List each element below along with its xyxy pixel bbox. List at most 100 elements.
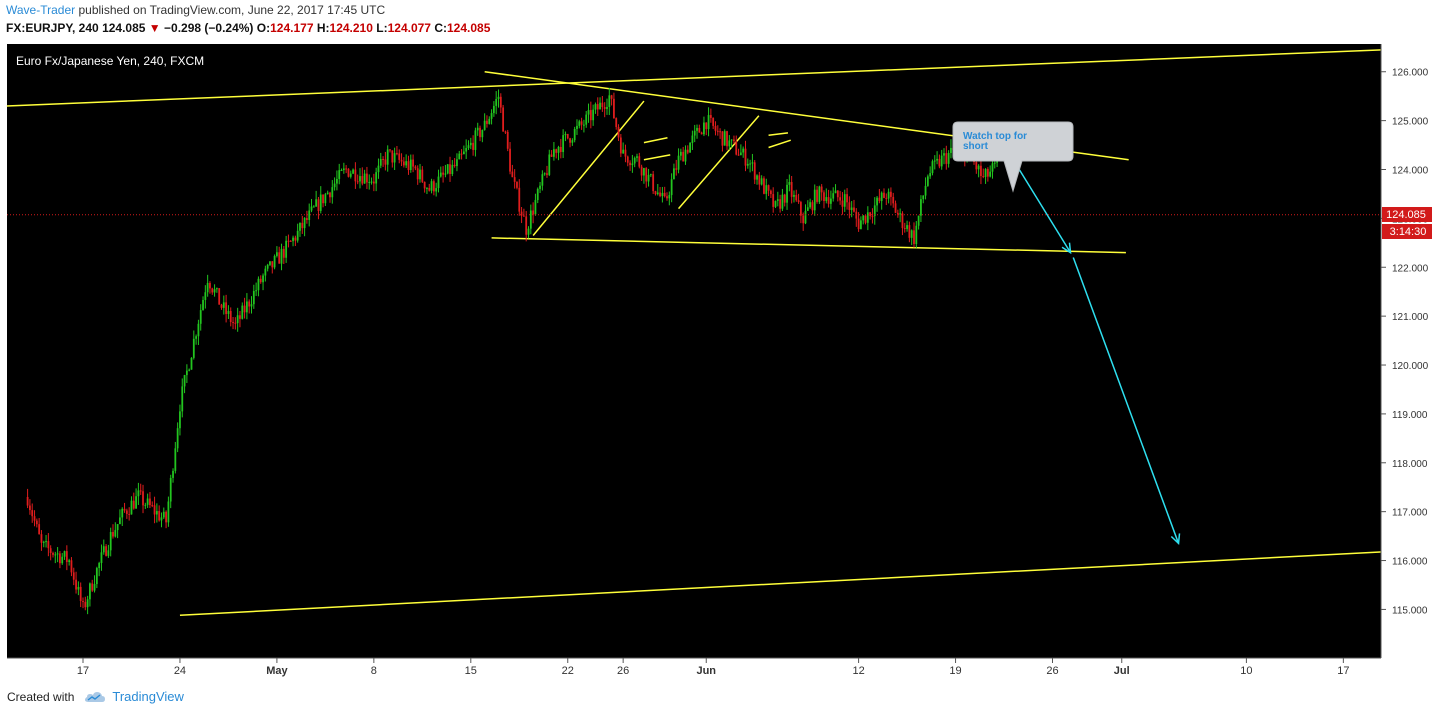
candle-body xyxy=(179,411,181,429)
candle xyxy=(585,110,588,128)
candle xyxy=(354,162,357,189)
candle-body xyxy=(248,301,251,307)
candle xyxy=(490,109,493,125)
candle-body xyxy=(758,175,761,185)
candle xyxy=(172,468,174,483)
candle-body xyxy=(160,517,163,521)
candle-body xyxy=(451,164,454,175)
candle-body xyxy=(839,197,842,201)
candle-body xyxy=(322,194,324,204)
candle-body xyxy=(834,190,837,194)
candle xyxy=(215,287,218,293)
author-link[interactable]: Wave-Trader xyxy=(6,3,76,17)
candle-body xyxy=(728,140,731,147)
candle-body xyxy=(652,174,655,192)
symbol-header: FX:EURJPY, 240 124.085 ▼ −0.298 (−0.24%)… xyxy=(6,21,490,35)
candle-body xyxy=(608,95,611,107)
candle xyxy=(601,95,604,112)
candle-body xyxy=(239,315,241,319)
y-tick-label: 126.000 xyxy=(1392,68,1429,79)
candle xyxy=(195,334,198,345)
candle xyxy=(820,184,823,201)
candle xyxy=(209,281,211,294)
candle xyxy=(809,198,812,209)
candle-body xyxy=(123,508,126,511)
candle-body xyxy=(211,288,214,293)
candle-body xyxy=(26,496,29,506)
candle xyxy=(299,222,301,237)
candle-body xyxy=(679,151,682,156)
projection-arrows[interactable] xyxy=(1018,169,1181,546)
y-tick-label: 120.000 xyxy=(1392,361,1429,372)
annotation-callout[interactable]: Watch top for short xyxy=(952,121,1074,193)
tradingview-link[interactable]: TradingView xyxy=(112,689,184,704)
candle xyxy=(682,146,685,162)
candle-body xyxy=(342,168,345,171)
candle-body xyxy=(84,601,87,608)
candle xyxy=(342,162,345,174)
candle-body xyxy=(906,225,908,229)
candle xyxy=(269,261,271,267)
candle-body xyxy=(772,194,775,207)
plot-area[interactable] xyxy=(7,44,1381,658)
candle-body xyxy=(989,171,992,177)
candle-body xyxy=(483,120,486,130)
candle-body xyxy=(289,240,292,242)
candle-body xyxy=(860,220,862,230)
candle-body xyxy=(719,131,721,133)
candle-body xyxy=(536,188,539,201)
candle-body xyxy=(853,207,855,212)
candle xyxy=(982,168,985,179)
candle xyxy=(980,161,982,185)
candle xyxy=(218,288,221,305)
candle xyxy=(426,187,428,195)
candle xyxy=(128,507,131,521)
countdown-tag xyxy=(1382,224,1432,239)
candle xyxy=(492,101,495,117)
candle xyxy=(77,581,80,596)
candle xyxy=(396,146,398,156)
candle xyxy=(786,179,788,210)
candle xyxy=(675,159,678,176)
candle xyxy=(571,138,574,146)
candle xyxy=(137,482,140,505)
candle xyxy=(389,149,391,153)
price-axis[interactable] xyxy=(1381,40,1440,680)
candle xyxy=(617,124,620,141)
candle xyxy=(421,166,424,183)
candle xyxy=(539,181,541,193)
candle-body xyxy=(619,137,622,154)
candle-body xyxy=(802,215,805,224)
candle xyxy=(880,191,883,210)
candle-body xyxy=(135,496,137,509)
candle-body xyxy=(509,148,511,172)
candle-body xyxy=(836,190,839,198)
candle xyxy=(162,507,165,520)
candle xyxy=(666,192,668,201)
candle-body xyxy=(183,375,186,387)
candle xyxy=(292,235,294,247)
candle-body xyxy=(333,183,336,188)
candle xyxy=(753,160,756,185)
candle xyxy=(322,194,324,208)
trendlines[interactable] xyxy=(6,48,1385,617)
candle xyxy=(130,496,133,515)
candle xyxy=(121,507,124,526)
candle xyxy=(546,165,548,178)
candle-body xyxy=(790,182,793,197)
candle-body xyxy=(553,149,555,157)
candle xyxy=(319,186,322,214)
price-chart[interactable]: 115.000 116.000 117.000 118.000 119.000 120.0… xyxy=(0,40,1440,680)
candle-body xyxy=(841,200,844,207)
candle-body xyxy=(601,102,604,107)
candle-body xyxy=(372,181,375,184)
candle xyxy=(310,198,313,213)
candle xyxy=(469,137,472,150)
candle-body xyxy=(613,98,615,119)
candle-body xyxy=(633,157,636,164)
candle-body xyxy=(539,185,541,189)
high-value: 124.210 xyxy=(329,21,373,35)
candle-body xyxy=(945,153,948,164)
candle xyxy=(890,187,892,206)
candle-body xyxy=(144,504,147,506)
